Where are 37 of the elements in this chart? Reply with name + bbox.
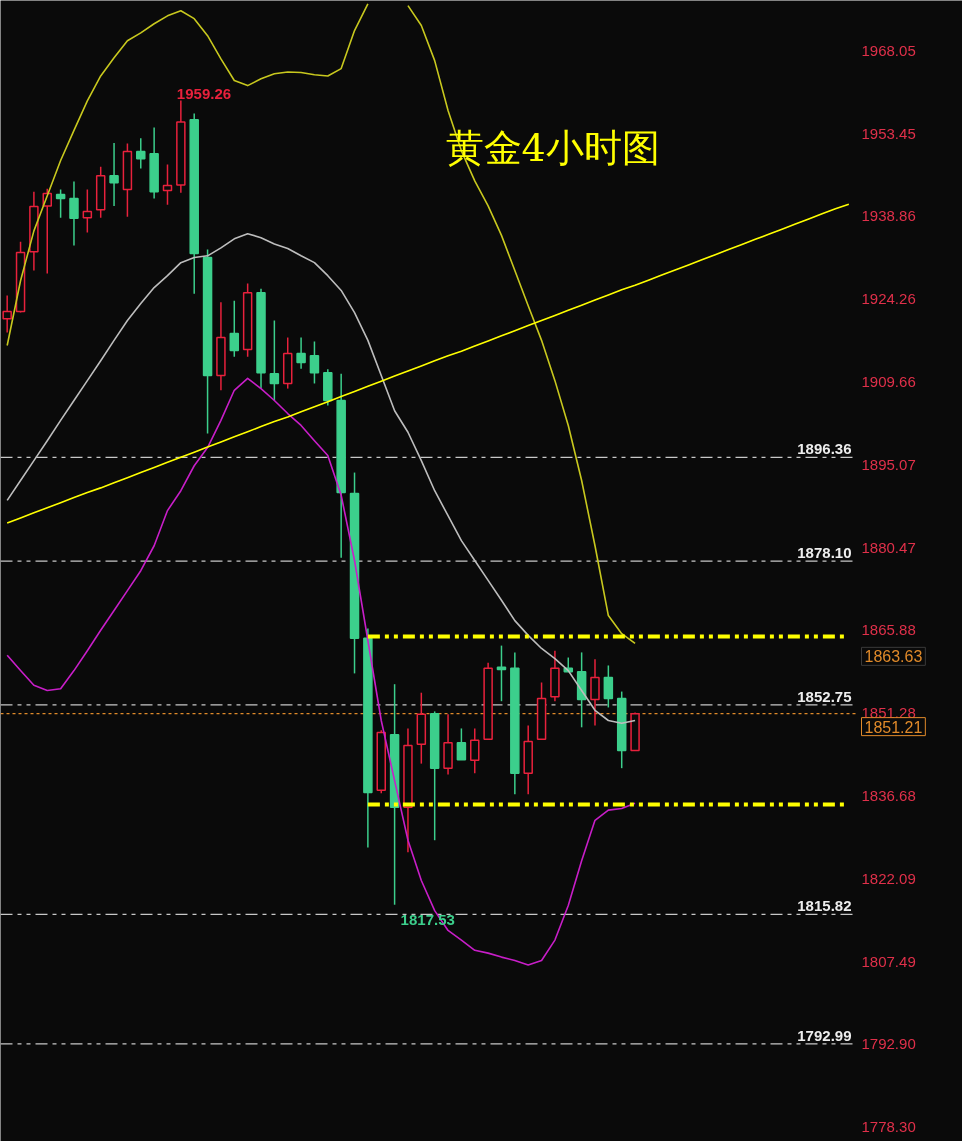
candlestick [590, 658, 600, 727]
ref-line-label: 1792.99 [797, 1026, 852, 1044]
candlestick [309, 340, 320, 385]
candlestick [269, 319, 280, 402]
y-tick-label: 1895.07 [861, 455, 916, 473]
ref-line-label: 1896.36 [797, 440, 852, 458]
y-tick-label: 1953.45 [861, 124, 916, 142]
candlestick [470, 727, 480, 775]
y-tick-label: 1792.90 [861, 1035, 916, 1053]
annotation: 1959.26 [176, 84, 232, 102]
line-series [6, 203, 850, 524]
candlestick [229, 299, 240, 358]
candlestick [82, 188, 93, 234]
ref-line-label: 1878.10 [797, 544, 852, 562]
y-tick-label: 1909.66 [861, 373, 916, 391]
y-tick-label: 1880.47 [861, 538, 916, 556]
candlestick [296, 336, 306, 370]
y-tick-label: 1836.68 [861, 787, 916, 805]
candlestick [69, 180, 79, 247]
ref-line-label: 1852.75 [797, 687, 852, 705]
candlestick [456, 727, 467, 761]
candlestick [55, 188, 66, 219]
ref-line-label: 1815.82 [797, 897, 852, 915]
line-series [6, 377, 636, 966]
y-tick-label: 1865.88 [861, 621, 916, 639]
y-tick-label: 1924.26 [861, 290, 916, 308]
y-tick-label: 1778.30 [861, 1118, 916, 1136]
text: 1863.63 [864, 648, 923, 666]
y-tick-label: 1968.05 [861, 41, 916, 59]
ref-line-label: 1851.21 [864, 718, 923, 736]
y-tick-label: 1807.49 [861, 952, 916, 970]
candlestick [603, 664, 614, 709]
candlestick [496, 644, 507, 702]
y-tick-label: 1822.09 [861, 869, 916, 887]
candlestick [136, 137, 146, 170]
candlestick [109, 142, 119, 207]
y-tick-label: 1938.86 [861, 207, 916, 225]
